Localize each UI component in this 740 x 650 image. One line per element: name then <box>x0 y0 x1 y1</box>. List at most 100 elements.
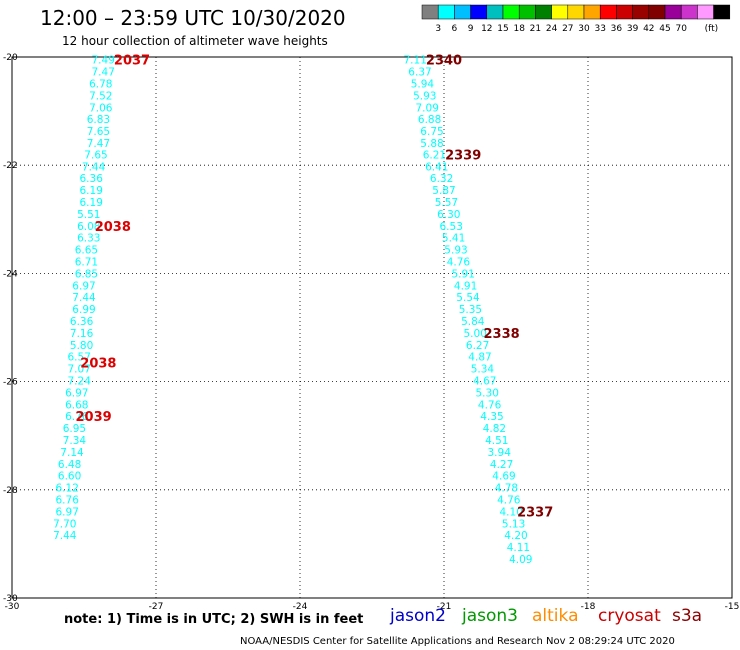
y-tick-label: -30 <box>3 594 18 604</box>
legend-swatch <box>713 4 731 20</box>
legend-label: 70 <box>675 24 687 34</box>
legend-s3a: s3a <box>672 606 703 626</box>
page-title: 12:00 – 23:59 UTC 10/30/2020 <box>40 6 346 30</box>
wave-height-label: 6.33 <box>77 233 100 245</box>
color-scale-legend: 3 6 9 12 15 18 21 24 27 30 33 36 39 42 45 70 (ft) <box>421 4 731 34</box>
wave-height-label: 6.99 <box>72 304 95 316</box>
wave-height-label: 6.36 <box>70 316 94 328</box>
wave-height-label: 7.44 <box>82 161 106 173</box>
wave-height-label: 4.09 <box>509 554 532 566</box>
wave-height-label: 5.30 <box>476 387 499 399</box>
wave-height-label: 6.88 <box>418 114 441 126</box>
wave-height-label: 6.30 <box>437 209 460 221</box>
y-tick-label: -24 <box>3 269 18 279</box>
wave-height-label: 5.91 <box>452 268 475 280</box>
x-tick-label: -15 <box>725 602 740 612</box>
wave-height-label: 7.24 <box>68 376 92 388</box>
plot-frame <box>11 56 733 599</box>
y-tick-label: -20 <box>3 53 18 63</box>
legend-label: 3 <box>435 24 441 34</box>
wave-height-label: 6.83 <box>87 114 110 126</box>
wave-height-label: 6.75 <box>420 126 443 138</box>
wave-height-label: 6.65 <box>75 245 98 257</box>
legend-label: 27 <box>562 24 573 34</box>
wave-height-label: 6.95 <box>63 423 86 435</box>
wave-height-label: 7.49 <box>92 55 115 67</box>
wave-height-label: 4.35 <box>480 411 503 423</box>
pass-time-label: 2037 <box>114 54 150 69</box>
legend-label: 42 <box>643 24 654 34</box>
x-tick-label: -24 <box>293 602 308 612</box>
wave-height-label: 4.20 <box>504 530 527 542</box>
wave-height-label: 6.97 <box>65 387 88 399</box>
legend-label: (ft) <box>705 24 719 34</box>
wave-height-label: 7.52 <box>89 90 112 102</box>
wave-height-label: 5.13 <box>502 518 525 530</box>
wave-height-label: 6.57 <box>68 352 91 364</box>
wave-height-label: 6.19 <box>80 185 103 197</box>
wave-height-label: 5.57 <box>435 197 458 209</box>
wave-height-label: 3.94 <box>488 447 512 459</box>
wave-height-label: 6.68 <box>65 399 88 411</box>
wave-height-label: 6.19 <box>80 197 103 209</box>
wave-height-label: 6.36 <box>80 173 104 185</box>
wave-height-label: 4.51 <box>485 435 508 447</box>
legend-cryosat: cryosat <box>598 606 661 626</box>
wave-height-label: 6.21 <box>423 149 446 161</box>
wave-height-label: 5.35 <box>459 304 482 316</box>
wave-height-label: 5.54 <box>456 292 480 304</box>
y-tick-label: -28 <box>3 486 18 496</box>
legend-label: 45 <box>659 24 670 34</box>
wave-height-label: 7.14 <box>60 447 84 459</box>
wave-height-label: 6.48 <box>58 459 81 471</box>
wave-height-label: 7.06 <box>89 102 113 114</box>
pass-time-label: 2039 <box>76 410 112 425</box>
wave-height-label: 4.10 <box>500 506 523 518</box>
wave-height-label: 7.07 <box>68 364 91 376</box>
y-tick-label: -22 <box>3 161 18 171</box>
wave-height-label: 6.78 <box>89 79 112 91</box>
legend-altika: altika <box>532 606 579 626</box>
wave-height-label: 4.27 <box>490 459 513 471</box>
wave-height-label: 7.44 <box>53 530 77 542</box>
wave-height-label: 5.51 <box>77 209 100 221</box>
wave-height-label: 4.76 <box>447 256 471 268</box>
wave-height-label: 6.27 <box>466 340 489 352</box>
wave-height-label: 4.69 <box>492 471 515 483</box>
x-tick-label: -18 <box>581 602 596 612</box>
wave-height-label: 7.70 <box>53 518 76 530</box>
x-tick-label: -27 <box>149 602 164 612</box>
wave-height-label: 7.44 <box>72 292 96 304</box>
wave-height-label: 6.53 <box>440 221 463 233</box>
pass-time-label: 2338 <box>484 327 520 342</box>
wave-height-label: 5.84 <box>461 316 485 328</box>
legend-jason2: jason2 <box>390 606 446 626</box>
wave-height-label: 5.94 <box>411 79 435 91</box>
wave-height-label: 4.91 <box>454 280 477 292</box>
wave-height-label: 5.93 <box>444 245 467 257</box>
wave-height-label: 7.09 <box>416 102 439 114</box>
wave-height-label: 5.88 <box>420 138 443 150</box>
page-subtitle: 12 hour collection of altimeter wave hei… <box>62 34 328 48</box>
pass-time-label: 2340 <box>426 54 462 69</box>
wave-height-label: 4.11 <box>507 542 530 554</box>
wave-height-label: 6.97 <box>72 280 95 292</box>
legend-label: 33 <box>594 24 605 34</box>
legend-label: 6 <box>452 24 458 34</box>
pass-time-label: 2038 <box>95 220 131 235</box>
credit-line: NOAA/NESDIS Center for Satellite Applica… <box>240 636 675 647</box>
legend-label: 21 <box>530 24 541 34</box>
pass-time-label: 2339 <box>445 148 481 163</box>
legend-label: 12 <box>481 24 492 34</box>
wave-height-label: 6.60 <box>58 471 81 483</box>
legend-label: 18 <box>513 24 525 34</box>
wave-height-label: 7.11 <box>404 55 427 67</box>
wave-height-label: 5.80 <box>70 340 93 352</box>
wave-height-label: 5.41 <box>442 233 465 245</box>
wave-height-label: 4.82 <box>483 423 506 435</box>
pass-time-label: 2038 <box>80 357 116 372</box>
wave-height-label: 7.65 <box>84 149 107 161</box>
wave-height-label: 7.47 <box>92 67 115 79</box>
